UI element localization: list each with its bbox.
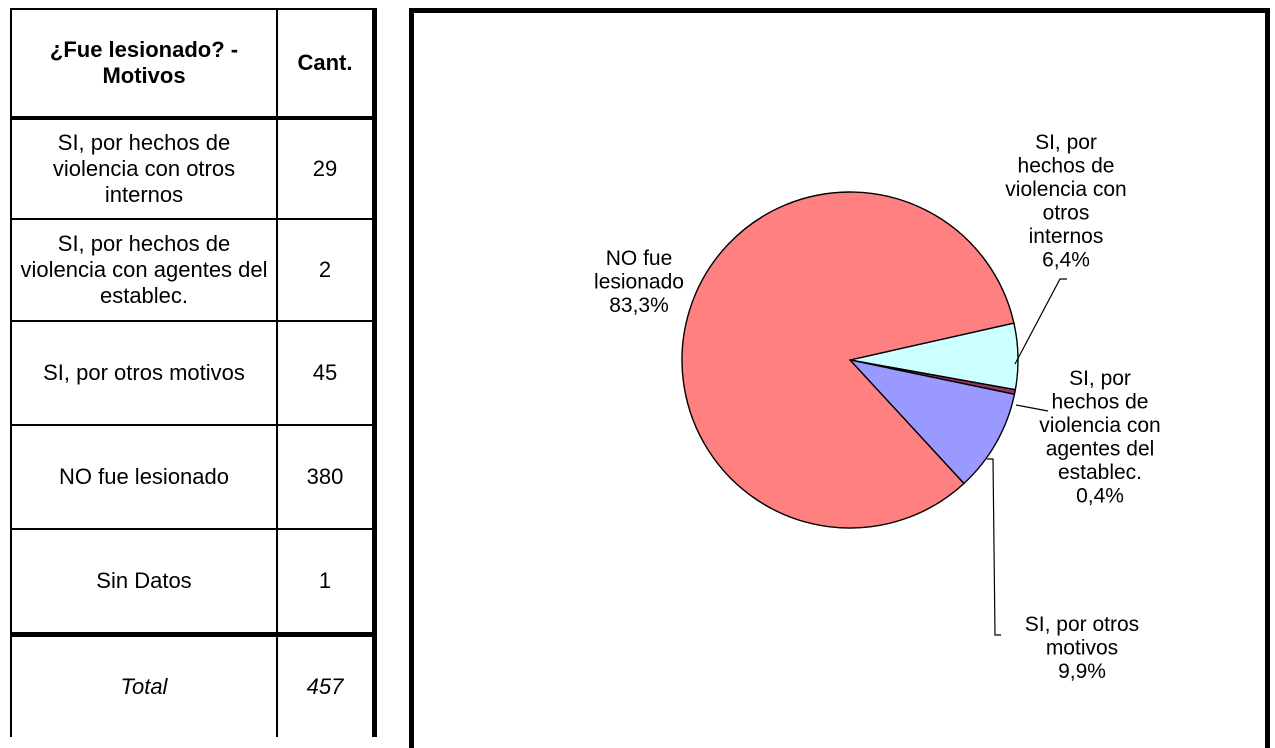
- row-label: SI, por otros motivos: [10, 320, 278, 426]
- table-row: Sin Datos 1: [10, 528, 377, 637]
- slice-label-line: hechos de: [1018, 155, 1115, 178]
- data-table: ¿Fue lesionado? - Motivos Cant. SI, por …: [10, 8, 377, 737]
- slice-label: SI, por hechos de violencia con otros intern…: [1005, 131, 1126, 272]
- table-row: NO fue lesionado 380: [10, 424, 377, 530]
- total-count: 457: [276, 633, 377, 737]
- slice-label-line: NO fue: [606, 247, 673, 270]
- slice-percent-label: 0,4%: [1076, 485, 1124, 508]
- leader-line: [1015, 404, 1049, 412]
- row-label: NO fue lesionado: [10, 424, 278, 530]
- slice-percent-label: 9,9%: [1058, 660, 1106, 683]
- table-row: SI, por otros motivos 45: [10, 320, 377, 426]
- leader-line: [1014, 278, 1067, 365]
- slice-label-line: hechos de: [1052, 391, 1149, 414]
- row-count: 1: [276, 528, 377, 637]
- row-count: 45: [276, 320, 377, 426]
- leader-line: [987, 458, 1001, 636]
- slice-label: SI, por hechos de violencia con agentes del…: [1039, 367, 1160, 508]
- row-label: SI, por hechos de violencia con agentes …: [10, 218, 278, 322]
- slice-percent-label: 6,4%: [1042, 249, 1090, 272]
- table-row: SI, por hechos de violencia con otros in…: [10, 117, 377, 220]
- row-label: SI, por hechos de violencia con otros in…: [10, 117, 278, 220]
- table-total-row: Total 457: [10, 633, 377, 737]
- slice-label: SI, por otros motivos 9,9%: [1025, 613, 1139, 683]
- slice-label-line: SI, por: [1035, 131, 1097, 154]
- chart-frame: SI, por hechos de violencia con otros intern…: [409, 8, 1270, 748]
- slice-label: NO fue lesionado 83,3%: [594, 247, 684, 317]
- slice-label-line: internos: [1029, 225, 1104, 248]
- slice-label-line: violencia con: [1005, 178, 1126, 201]
- slice-label-line: establec.: [1058, 461, 1142, 484]
- header-motivos: ¿Fue lesionado? - Motivos: [10, 8, 278, 120]
- pie-slice: [681, 191, 1015, 529]
- total-label: Total: [10, 633, 278, 737]
- row-count: 380: [276, 424, 377, 530]
- row-count: 29: [276, 117, 377, 220]
- slice-label-line: violencia con: [1039, 414, 1160, 437]
- table-row: SI, por hechos de violencia con agentes …: [10, 218, 377, 322]
- slice-label-line: motivos: [1046, 637, 1118, 660]
- pie-chart: SI, por hechos de violencia con otros intern…: [594, 131, 1161, 683]
- row-count: 2: [276, 218, 377, 322]
- slice-percent-label: 83,3%: [609, 294, 669, 317]
- slice-label-line: SI, por: [1069, 367, 1131, 390]
- slice-label-line: lesionado: [594, 271, 684, 294]
- table-header-row: ¿Fue lesionado? - Motivos Cant.: [10, 8, 377, 120]
- header-cant: Cant.: [276, 8, 377, 120]
- pie-slice: [848, 358, 1016, 485]
- slice-label-line: otros: [1043, 202, 1090, 225]
- slice-label-line: agentes del: [1046, 438, 1155, 461]
- row-label: Sin Datos: [10, 528, 278, 637]
- slice-label-line: SI, por otros: [1025, 613, 1139, 636]
